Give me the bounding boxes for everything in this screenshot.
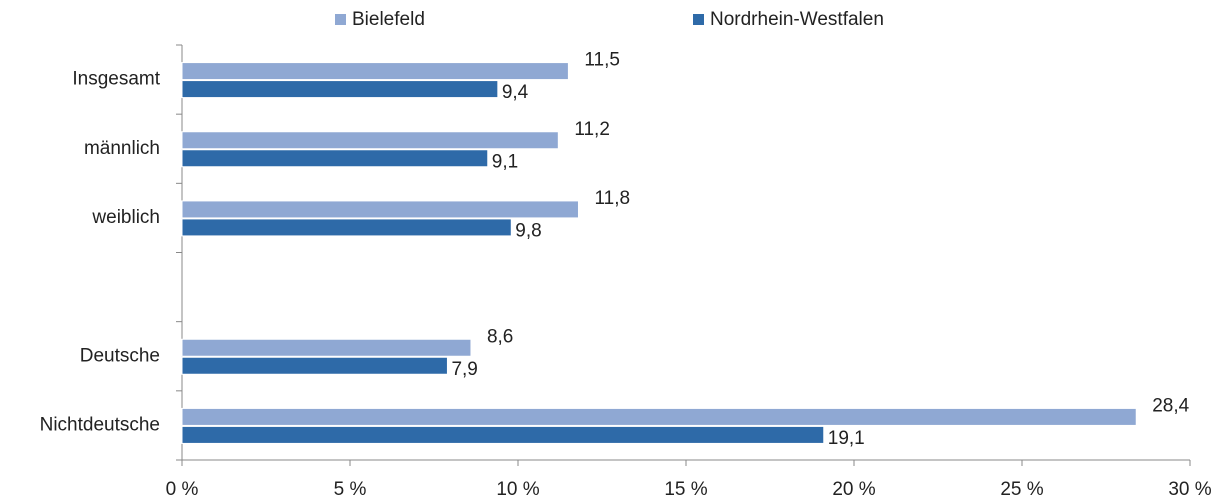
value-label: 11,8	[594, 188, 630, 209]
bar	[181, 356, 448, 375]
x-tick-label: 20 %	[832, 479, 875, 500]
value-label: 9,4	[502, 82, 529, 103]
value-label: 8,6	[487, 326, 513, 347]
value-label: 9,8	[515, 220, 541, 241]
y-tick-label: männlich	[84, 138, 160, 159]
y-tick-label: Nichtdeutsche	[40, 414, 160, 435]
value-label: 9,1	[492, 151, 518, 172]
bar	[181, 425, 825, 444]
bar	[181, 338, 472, 357]
value-label: 11,2	[574, 119, 610, 140]
bar	[181, 200, 579, 219]
legend-label: Nordrhein-Westfalen	[710, 9, 884, 30]
x-tick-label: 25 %	[1000, 479, 1043, 500]
x-tick-label: 5 %	[334, 479, 367, 500]
legend-label: Bielefeld	[352, 9, 425, 30]
value-label: 28,4	[1152, 395, 1189, 416]
bar	[181, 62, 569, 81]
y-tick-label: Insgesamt	[72, 69, 160, 90]
value-label: 19,1	[828, 428, 865, 449]
bar	[181, 131, 559, 150]
bar	[181, 149, 489, 168]
bar	[181, 218, 512, 237]
legend-swatch	[693, 14, 704, 25]
x-tick-label: 30 %	[1168, 479, 1211, 500]
bar	[181, 407, 1137, 426]
x-tick-label: 10 %	[496, 479, 539, 500]
y-tick-label: Deutsche	[80, 345, 160, 366]
x-tick-label: 15 %	[664, 479, 707, 500]
legend-swatch	[335, 14, 346, 25]
x-tick-label: 0 %	[166, 479, 199, 500]
value-label: 11,5	[584, 50, 620, 71]
value-label: 7,9	[451, 359, 477, 380]
bar	[181, 80, 499, 99]
y-tick-label: weiblich	[91, 207, 160, 228]
